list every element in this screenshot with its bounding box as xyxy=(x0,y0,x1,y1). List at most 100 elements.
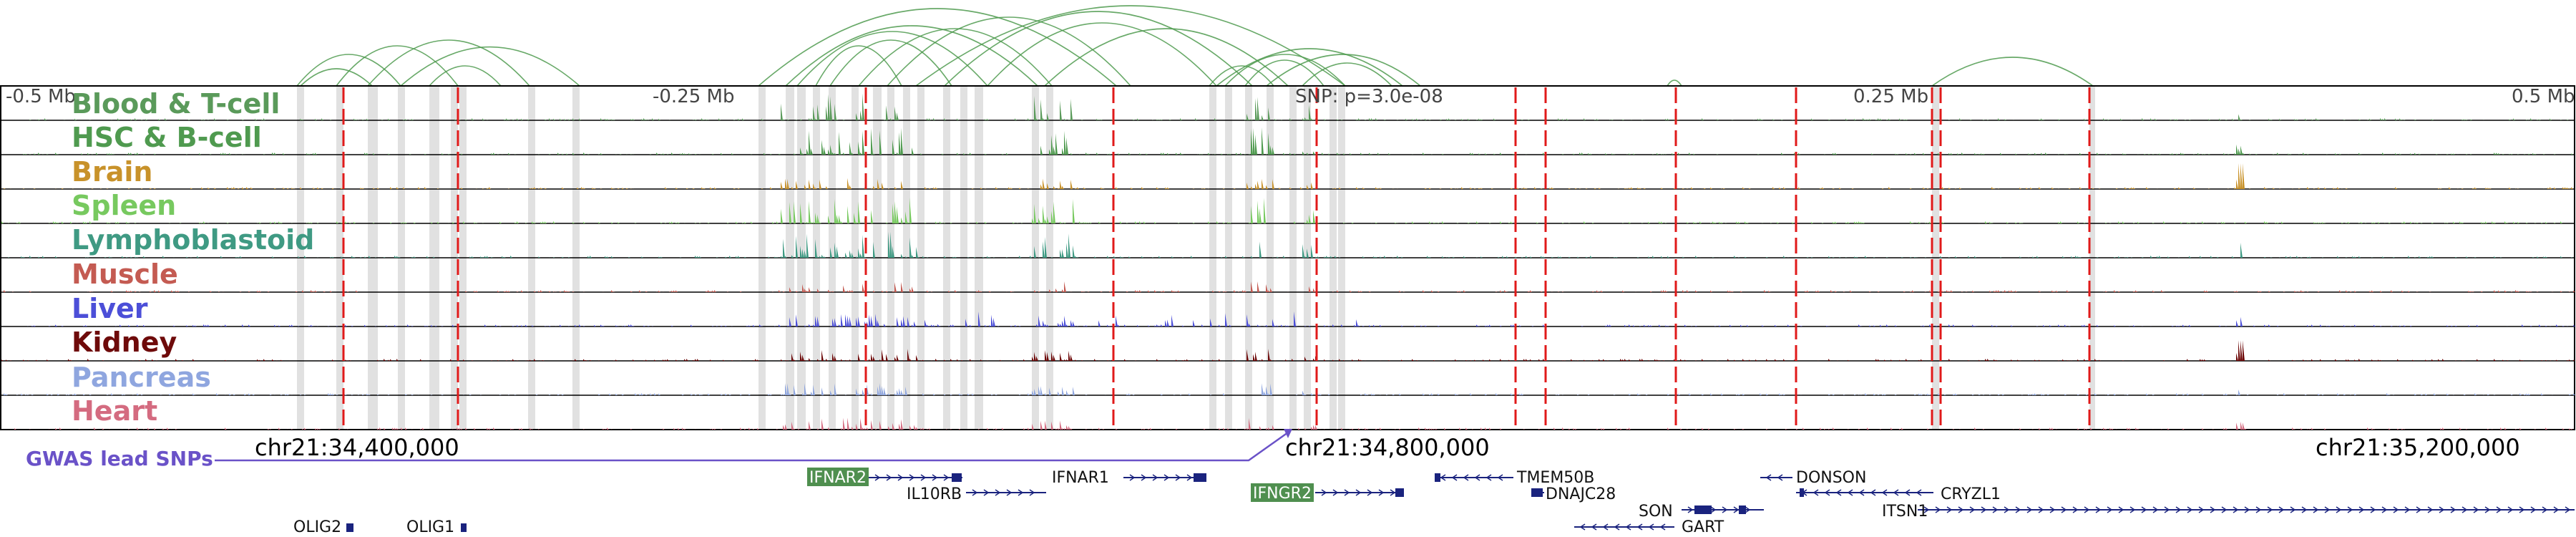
strand-arrow xyxy=(1765,474,1772,481)
strand-arrow xyxy=(995,489,1001,496)
gwas-snp-lines xyxy=(342,87,2091,430)
chromatin-arc xyxy=(1667,79,1682,87)
tick-label-plus-0-25: 0.25 Mb xyxy=(1853,86,1928,107)
strand-arrow xyxy=(1636,523,1643,531)
strand-arrow xyxy=(2026,506,2033,513)
strand-arrow xyxy=(1916,489,1922,496)
strand-arrow xyxy=(2324,506,2331,513)
strand-arrow xyxy=(2152,506,2159,513)
strand-arrow xyxy=(920,474,927,481)
chromatin-arc xyxy=(1044,28,1289,87)
gwas-snp-marker xyxy=(1284,429,1292,438)
strand-arrow xyxy=(2004,506,2010,513)
gene-models xyxy=(346,473,2575,532)
snp-pvalue-label: SNP: p=3.0e-08 xyxy=(1295,86,1443,107)
strand-arrow xyxy=(2381,506,2388,513)
exon xyxy=(952,473,962,482)
chromatin-arc xyxy=(829,39,952,87)
chromatin-arc xyxy=(815,45,902,87)
strand-arrow xyxy=(1981,506,1987,513)
strand-arrow xyxy=(1141,474,1147,481)
chromatin-arc xyxy=(887,16,1131,87)
strand-arrow xyxy=(1579,523,1586,531)
strand-arrow xyxy=(1904,489,1911,496)
exon xyxy=(1435,473,1440,482)
gene-highlight-ifnar2 xyxy=(807,468,869,486)
signal-5 xyxy=(1,281,2575,292)
gene-label-dnajc28: DNAJC28 xyxy=(1546,485,1616,503)
strand-arrow xyxy=(1321,489,1327,496)
strand-arrow xyxy=(1355,489,1362,496)
strand-arrow xyxy=(2290,506,2296,513)
strand-arrow xyxy=(1687,506,1694,513)
strand-arrow xyxy=(1591,523,1597,531)
strand-arrow xyxy=(983,489,990,496)
strand-arrow xyxy=(2095,506,2102,513)
chromatin-arc xyxy=(758,8,1117,87)
strand-arrow xyxy=(2358,506,2365,513)
strand-arrow xyxy=(1602,523,1609,531)
strand-arrow xyxy=(2565,506,2571,513)
strand-arrow xyxy=(1463,474,1469,481)
strand-arrow xyxy=(2473,506,2479,513)
strand-arrow xyxy=(1946,506,1953,513)
strand-arrow xyxy=(1969,506,1976,513)
coord-label-35200000: chr21:35,200,000 xyxy=(2316,434,2520,461)
strand-arrow xyxy=(1186,474,1193,481)
signal-9 xyxy=(1,417,2575,430)
strand-arrow xyxy=(943,474,950,481)
track-label-spleen: Spleen xyxy=(72,190,176,221)
strand-arrow xyxy=(1648,523,1654,531)
strand-arrow xyxy=(2450,506,2457,513)
strand-arrow xyxy=(2484,506,2491,513)
signal-4 xyxy=(1,231,2575,258)
gene-highlight-ifngr2 xyxy=(1251,483,1314,502)
strand-arrow xyxy=(1474,474,1480,481)
gene-label-il10rb: IL10RB xyxy=(907,485,962,503)
axis: -0.5 Mb -0.25 Mb SNP: p=3.0e-08 0.25 Mb … xyxy=(6,86,2575,107)
chromatin-arc xyxy=(1209,65,1274,87)
chromatin-arc xyxy=(296,54,401,87)
coord-label-34800000: chr21:34,800,000 xyxy=(1285,434,1490,461)
strand-arrow xyxy=(2496,506,2502,513)
track-label-blood-t-cell: Blood & T-cell xyxy=(72,88,280,120)
exon-olig2 xyxy=(346,523,353,532)
chromatin-arc xyxy=(1931,57,2094,87)
gwas-connector-line xyxy=(215,431,1289,462)
chromatin-loop-arcs xyxy=(296,5,2094,87)
strand-arrow xyxy=(2439,506,2445,513)
strand-arrow xyxy=(2313,506,2319,513)
tick-label-plus-0-5: 0.5 Mb xyxy=(2512,86,2575,107)
strand-arrow xyxy=(2107,506,2113,513)
tick-label-minus-0-25: -0.25 Mb xyxy=(653,86,734,107)
tissue-tracks xyxy=(0,85,2575,430)
strand-arrow xyxy=(2175,506,2182,513)
gene-label-gart: GART xyxy=(1682,518,1724,536)
signal-7 xyxy=(1,340,2575,361)
strand-arrow xyxy=(1367,489,1373,496)
strand-arrow xyxy=(1625,523,1631,531)
signal-2 xyxy=(1,163,2575,189)
strand-arrow xyxy=(1129,474,1136,481)
strand-arrow xyxy=(2255,506,2262,513)
exon xyxy=(1800,488,1804,497)
strand-arrow xyxy=(1733,506,1740,513)
strand-arrow xyxy=(1485,474,1492,481)
strand-arrow xyxy=(2233,506,2239,513)
strand-arrow xyxy=(2061,506,2067,513)
strand-arrow xyxy=(1722,506,1728,513)
strand-arrow xyxy=(1440,474,1446,481)
gene-label-cryzl1: CRYZL1 xyxy=(1941,485,2001,503)
chromatin-arc xyxy=(1266,54,1421,87)
strand-arrow xyxy=(1175,474,1181,481)
chromatin-arc xyxy=(367,39,530,87)
strand-arrow xyxy=(2118,506,2124,513)
strand-arrow xyxy=(2129,506,2136,513)
strand-arrow xyxy=(2542,506,2548,513)
strand-arrow xyxy=(1497,474,1503,481)
strand-arrow xyxy=(1858,489,1865,496)
strand-arrow xyxy=(1935,506,1941,513)
strand-arrow xyxy=(2462,506,2468,513)
strand-arrow xyxy=(874,474,881,481)
chromatin-arc xyxy=(987,22,1217,87)
